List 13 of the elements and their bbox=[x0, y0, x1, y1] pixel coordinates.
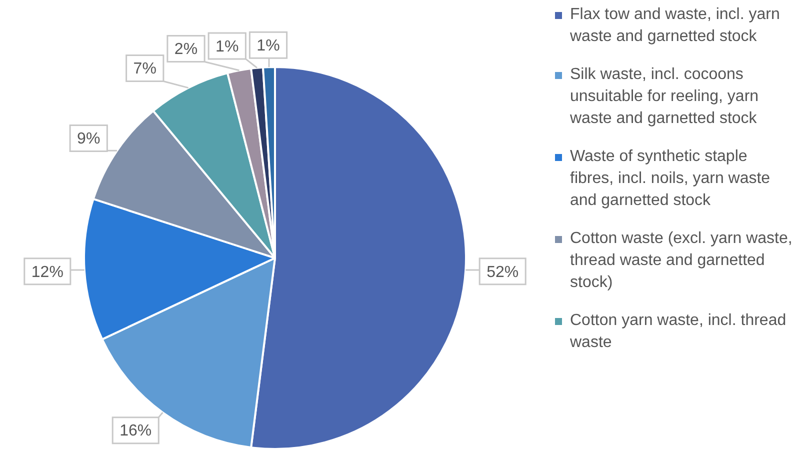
legend-label: Cotton yarn waste, incl. thread waste bbox=[570, 311, 788, 353]
data-label: 9% bbox=[77, 130, 100, 148]
data-label: 1% bbox=[256, 38, 280, 55]
data-label: 1% bbox=[216, 38, 239, 56]
data-label: 2% bbox=[174, 41, 198, 58]
data-label: 52% bbox=[486, 264, 519, 281]
data-label: 7% bbox=[133, 60, 156, 78]
legend-label: Silk waste, incl. cocoons unsuitable for reeling, yarn waste and garnetted stock bbox=[570, 65, 760, 129]
legend-label: Waste of synthetic staple fibres, incl. noils, yarn waste and garnetted stock bbox=[570, 147, 772, 211]
legend-label: Flax tow and waste, incl. yarn waste and garnetted stock bbox=[570, 5, 781, 47]
data-label: 12% bbox=[31, 264, 64, 281]
legend-label: Cotton waste (excl. yarn waste, thread waste and garnetted stock) bbox=[570, 229, 794, 293]
data-label: 16% bbox=[120, 422, 152, 440]
